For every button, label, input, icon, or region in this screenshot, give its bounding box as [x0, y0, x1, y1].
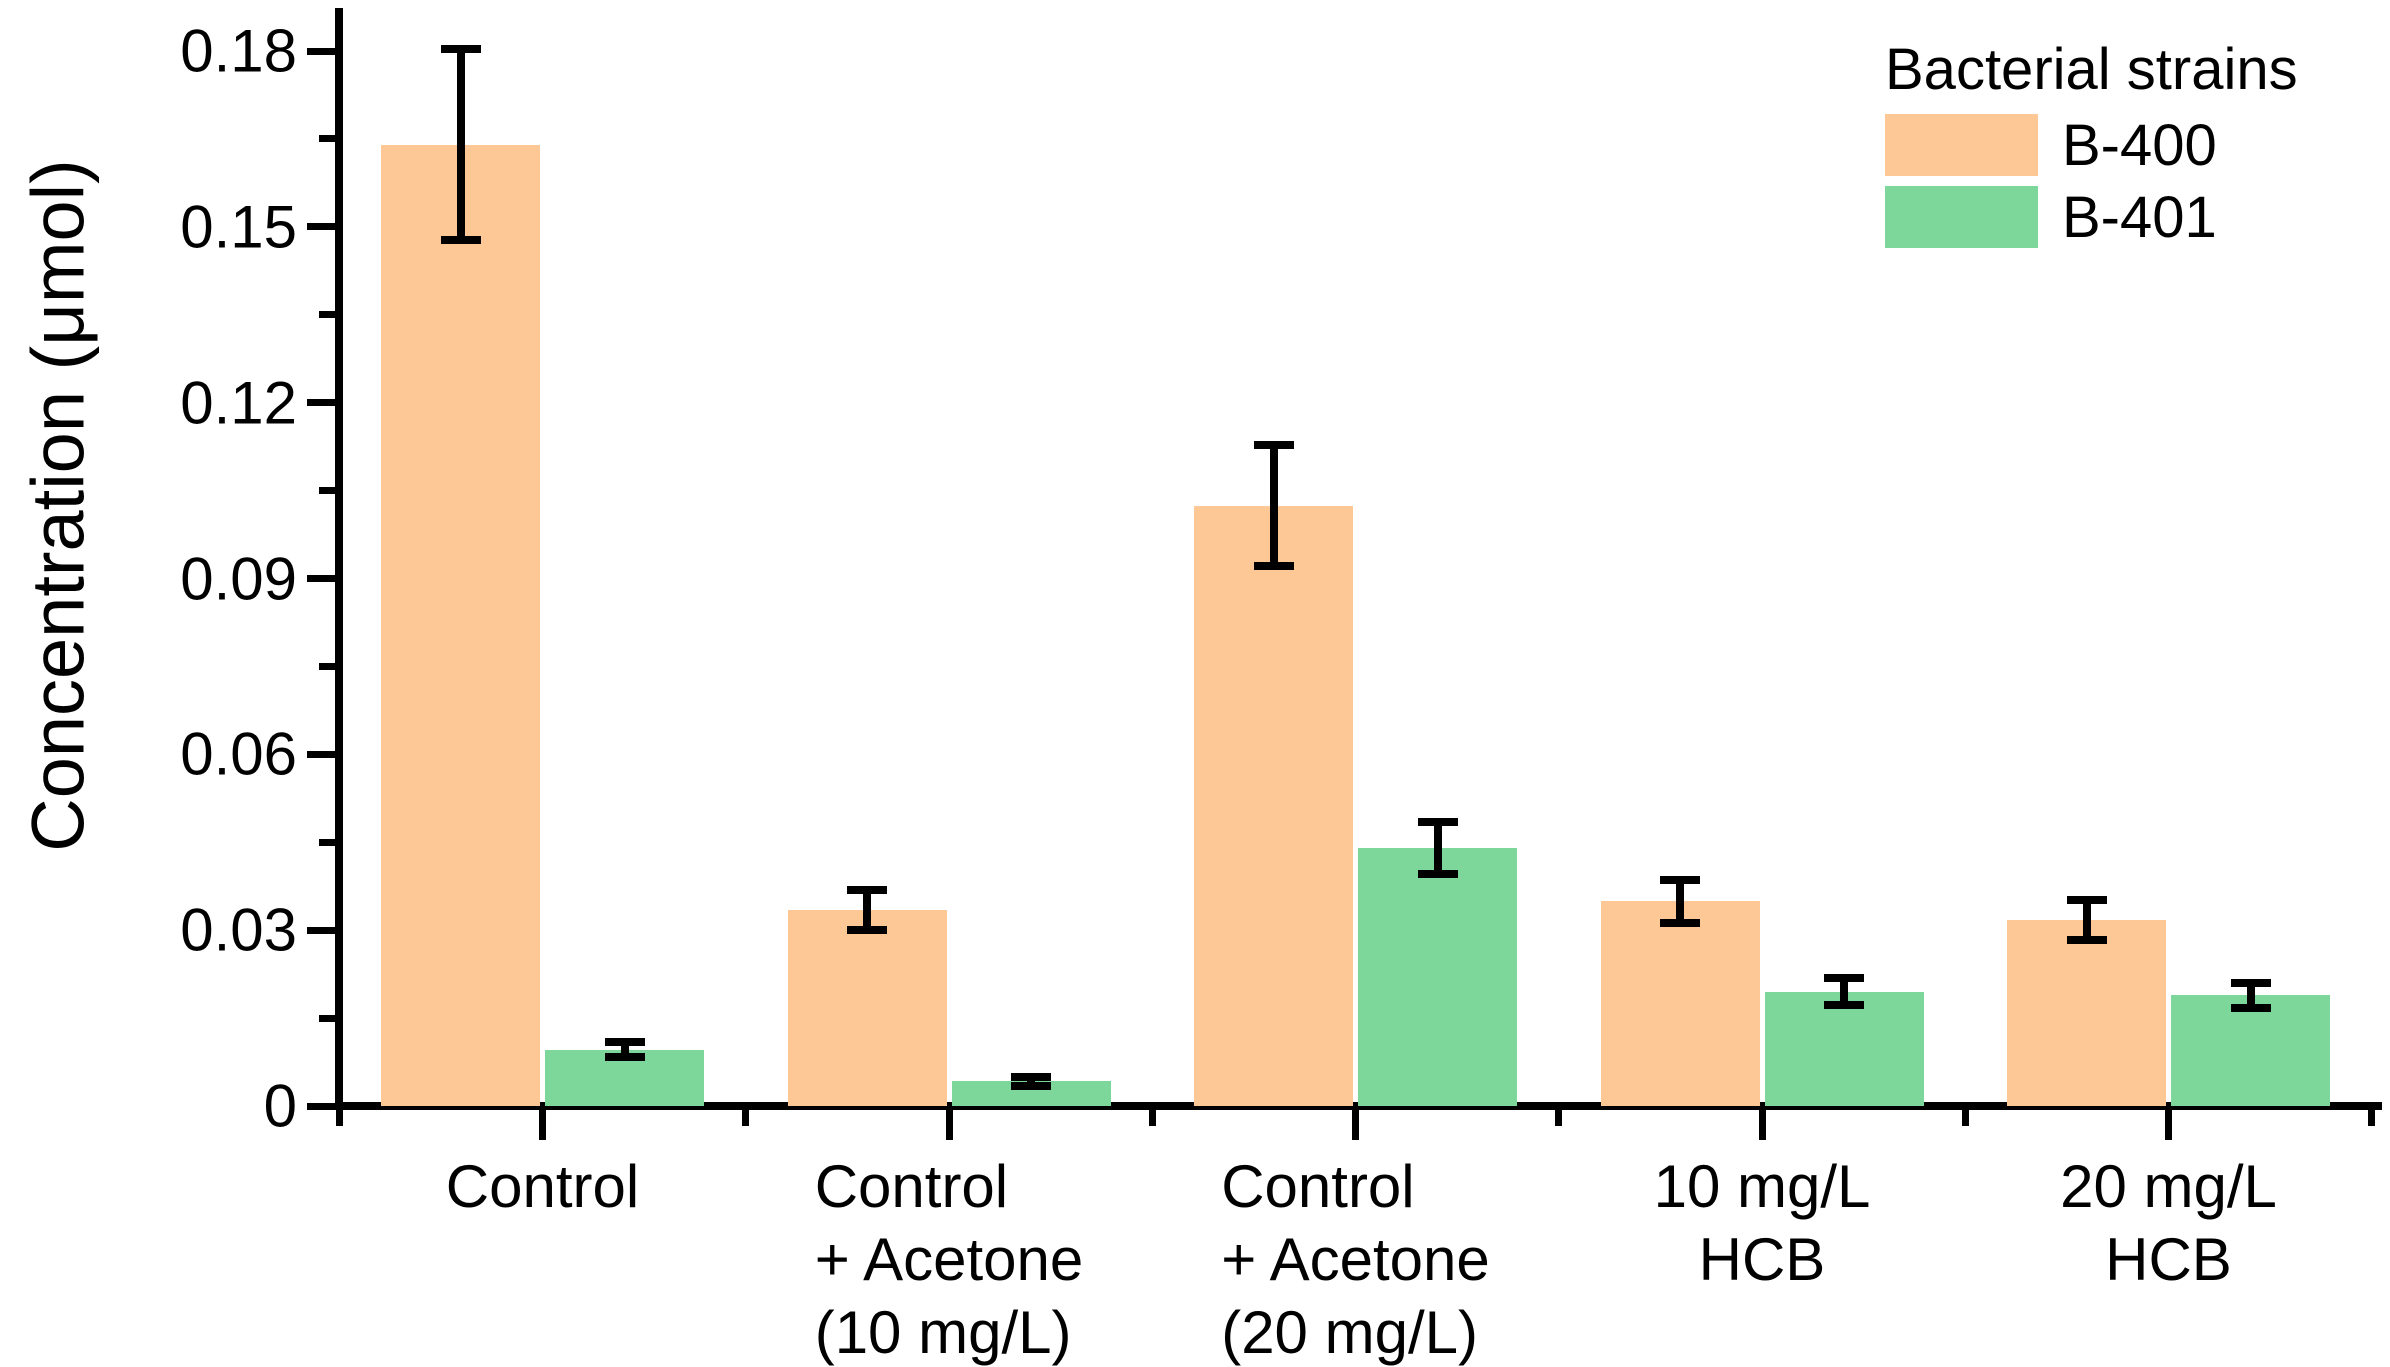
- error-bar-cap-top: [1417, 818, 1458, 827]
- error-bar-cap-bottom: [2066, 936, 2107, 945]
- error-bar-cap-top: [847, 886, 887, 895]
- error-bar-cap-top: [1824, 974, 1864, 983]
- error-bar-cap-bottom: [847, 926, 887, 935]
- error-bar-cap-bottom: [1660, 918, 1700, 927]
- x-tick-label: Control + Acetone (10 mg/L): [814, 1153, 1084, 1366]
- y-minor-tick: [319, 1014, 335, 1022]
- y-tick-label: 0.09: [180, 545, 297, 612]
- y-minor-tick: [319, 662, 335, 670]
- y-major-tick: [307, 47, 335, 55]
- legend: Bacterial strains B-400 B-401: [1885, 38, 2298, 258]
- y-tick-label: 0.03: [180, 896, 297, 964]
- x-minor-tick: [2368, 1110, 2376, 1126]
- error-bar-line: [1027, 1076, 1035, 1087]
- y-tick-label: 0.15: [180, 193, 297, 261]
- x-minor-tick: [335, 1110, 343, 1126]
- x-minor-tick: [1961, 1110, 1969, 1126]
- error-bar-cap-bottom: [2230, 1003, 2271, 1012]
- y-minor-tick: [319, 838, 335, 846]
- legend-label-b401: B-401: [2062, 184, 2217, 250]
- bar-b-401-2: [1358, 848, 1517, 1106]
- error-bar-cap-top: [1660, 876, 1700, 885]
- error-bar-cap-bottom: [604, 1053, 645, 1062]
- bar-b-401-4: [2171, 995, 2330, 1106]
- y-major-tick: [307, 223, 335, 231]
- y-major-tick: [307, 399, 335, 407]
- bar-b-400-3: [1600, 901, 1760, 1106]
- y-major-tick: [307, 1102, 335, 1110]
- bar-b-400-4: [2007, 920, 2166, 1106]
- x-minor-tick: [742, 1110, 750, 1126]
- y-tick-label: 0.06: [180, 720, 297, 788]
- y-major-tick: [307, 575, 335, 582]
- bar-b-400-1: [787, 910, 947, 1106]
- legend-title: Bacterial strains: [1885, 37, 2298, 102]
- y-minor-tick: [319, 311, 335, 319]
- y-minor-tick: [319, 487, 335, 495]
- legend-swatch-b401: [1885, 186, 2038, 248]
- y-minor-tick: [319, 135, 335, 143]
- legend-swatch-b400: [1885, 114, 2038, 176]
- y-tick-label: 0.12: [180, 369, 297, 437]
- legend-item-b400: B-400: [1885, 112, 2298, 178]
- error-bar-cap-top: [1011, 1072, 1051, 1081]
- error-bar-cap-bottom: [1011, 1082, 1051, 1091]
- y-major-tick: [307, 926, 335, 934]
- x-minor-tick: [1555, 1110, 1563, 1126]
- error-bar-line: [456, 49, 465, 241]
- error-bar-line: [2246, 982, 2255, 1008]
- x-major-tick: [945, 1110, 953, 1140]
- y-tick-label: 0: [263, 1072, 297, 1140]
- error-bar-cap-top: [440, 45, 481, 54]
- error-bar-cap-bottom: [1417, 869, 1458, 878]
- x-major-tick: [1352, 1110, 1359, 1140]
- bar-b-401-3: [1764, 991, 1924, 1106]
- x-minor-tick: [1148, 1110, 1156, 1126]
- x-major-tick: [2165, 1110, 2172, 1140]
- error-bar-cap-bottom: [1824, 1001, 1864, 1010]
- x-axis-line: [335, 1102, 2382, 1110]
- bar-b-400-2: [1194, 505, 1353, 1106]
- legend-label-b400: B-400: [2062, 112, 2217, 178]
- bar-b-400-0: [381, 144, 540, 1106]
- x-major-tick: [539, 1110, 546, 1140]
- legend-item-b401: B-401: [1885, 184, 2298, 250]
- error-bar-line: [1676, 880, 1684, 923]
- y-axis-title: Concentration (μmol): [16, 159, 100, 852]
- x-major-tick: [1758, 1110, 1766, 1140]
- x-tick-label: 20 mg/L HCB: [2060, 1153, 2277, 1293]
- x-tick-label: Control + Acetone (20 mg/L): [1221, 1153, 1490, 1366]
- y-axis-line: [335, 8, 343, 1110]
- x-tick-label: Control: [445, 1153, 640, 1220]
- y-tick-label: 0.18: [180, 17, 297, 85]
- error-bar-line: [620, 1042, 629, 1058]
- error-bar-line: [1269, 445, 1278, 567]
- error-bar-cap-top: [604, 1038, 645, 1047]
- error-bar-cap-bottom: [1253, 562, 1294, 571]
- y-major-tick: [307, 750, 335, 758]
- x-tick-label: 10 mg/L HCB: [1653, 1153, 1871, 1293]
- error-bar-cap-top: [2230, 978, 2271, 987]
- error-bar-cap-top: [2066, 896, 2107, 905]
- error-bar-cap-bottom: [440, 236, 481, 245]
- error-bar-line: [2082, 900, 2091, 941]
- error-bar-cap-top: [1253, 441, 1294, 450]
- error-bar-line: [1433, 822, 1442, 874]
- error-bar-line: [863, 890, 871, 931]
- error-bar-line: [1840, 978, 1848, 1006]
